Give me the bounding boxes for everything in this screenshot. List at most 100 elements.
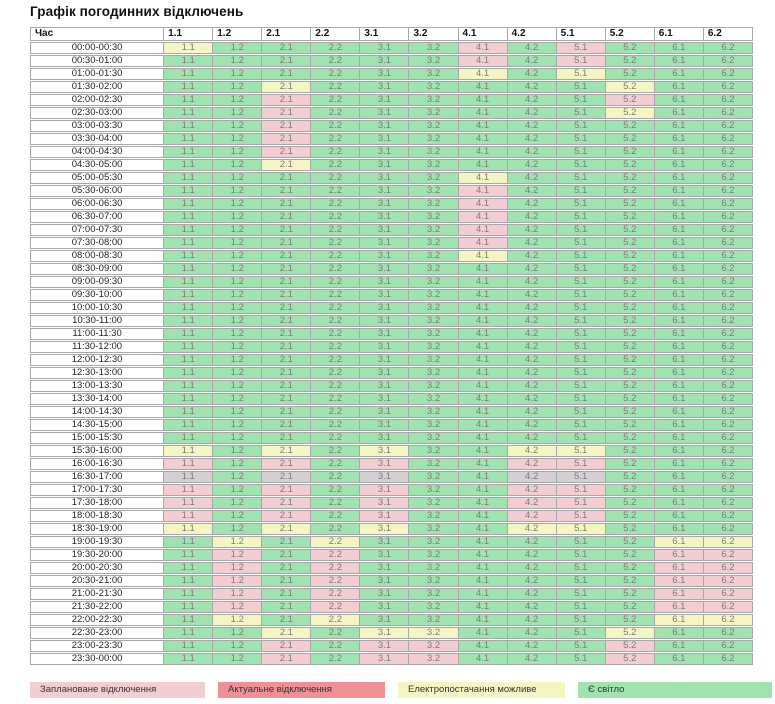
group-column-header: 6.1 bbox=[654, 27, 704, 41]
schedule-row: 19:30-20:00 1.1 1.2 2.1 2.2 3.1 3.2 4.1 4.2 5.1 5.… bbox=[30, 549, 753, 561]
schedule-cell: 6.1 bbox=[654, 406, 704, 418]
schedule-cell: 5.2 bbox=[605, 120, 655, 132]
schedule-cell: 1.2 bbox=[213, 627, 263, 639]
schedule-cell: 1.2 bbox=[213, 276, 263, 288]
schedule-cell: 4.2 bbox=[507, 562, 557, 574]
time-column-header: Час bbox=[30, 27, 165, 41]
schedule-cell: 4.1 bbox=[458, 380, 508, 392]
schedule-cell: 2.2 bbox=[311, 185, 361, 197]
schedule-cell: 3.1 bbox=[360, 575, 410, 587]
schedule-cell: 4.1 bbox=[458, 68, 508, 80]
schedule-cell: 1.2 bbox=[213, 42, 263, 54]
schedule-cell: 2.2 bbox=[311, 536, 361, 548]
schedule-cell: 6.2 bbox=[703, 354, 753, 366]
time-cell: 10:00-10:30 bbox=[30, 302, 165, 314]
schedule-cell: 5.1 bbox=[556, 536, 606, 548]
schedule-cell: 1.2 bbox=[213, 367, 263, 379]
schedule-cell: 2.1 bbox=[262, 497, 312, 509]
schedule-cell: 1.1 bbox=[164, 510, 214, 522]
schedule-cell: 2.2 bbox=[311, 276, 361, 288]
schedule-cell: 1.2 bbox=[213, 68, 263, 80]
schedule-cell: 2.2 bbox=[311, 237, 361, 249]
schedule-cell: 5.2 bbox=[605, 588, 655, 600]
schedule-row: 05:00-05:30 1.1 1.2 2.1 2.2 3.1 3.2 4.1 4.2 5.1 5.… bbox=[30, 172, 753, 184]
group-column-header: 4.1 bbox=[458, 27, 508, 41]
schedule-cell: 1.1 bbox=[164, 601, 214, 613]
schedule-cell: 3.2 bbox=[409, 562, 459, 574]
schedule-cell: 3.2 bbox=[409, 315, 459, 327]
schedule-cell: 1.1 bbox=[164, 42, 214, 54]
schedule-cell: 5.1 bbox=[556, 354, 606, 366]
schedule-cell: 1.1 bbox=[164, 497, 214, 509]
schedule-cell: 6.2 bbox=[703, 55, 753, 67]
schedule-cell: 5.2 bbox=[605, 263, 655, 275]
schedule-cell: 4.1 bbox=[458, 341, 508, 353]
schedule-cell: 6.2 bbox=[703, 536, 753, 548]
schedule-cell: 1.1 bbox=[164, 68, 214, 80]
schedule-cell: 5.1 bbox=[556, 120, 606, 132]
schedule-cell: 2.2 bbox=[311, 159, 361, 171]
schedule-cell: 5.2 bbox=[605, 406, 655, 418]
schedule-cell: 4.2 bbox=[507, 549, 557, 561]
time-cell: 22:30-23:00 bbox=[30, 627, 165, 639]
schedule-cell: 3.1 bbox=[360, 640, 410, 652]
schedule-cell: 3.2 bbox=[409, 107, 459, 119]
schedule-cell: 4.2 bbox=[507, 458, 557, 470]
schedule-cell: 6.1 bbox=[654, 471, 704, 483]
header-row: Час 1.1 1.2 2.1 2.2 3.1 3.2 4.1 4.2 5.1 5.2 6.1 6.2 bbox=[30, 27, 753, 41]
schedule-cell: 3.2 bbox=[409, 393, 459, 405]
schedule-cell: 1.2 bbox=[213, 614, 263, 626]
schedule-cell: 1.2 bbox=[213, 107, 263, 119]
schedule-cell: 5.2 bbox=[605, 627, 655, 639]
schedule-cell: 5.2 bbox=[605, 341, 655, 353]
schedule-cell: 3.2 bbox=[409, 445, 459, 457]
schedule-cell: 5.1 bbox=[556, 146, 606, 158]
schedule-cell: 2.2 bbox=[311, 68, 361, 80]
schedule-cell: 5.2 bbox=[605, 302, 655, 314]
schedule-cell: 5.2 bbox=[605, 159, 655, 171]
schedule-cell: 5.2 bbox=[605, 380, 655, 392]
schedule-cell: 5.1 bbox=[556, 276, 606, 288]
schedule-cell: 3.2 bbox=[409, 601, 459, 613]
schedule-cell: 5.2 bbox=[605, 289, 655, 301]
schedule-cell: 5.1 bbox=[556, 94, 606, 106]
schedule-cell: 4.2 bbox=[507, 120, 557, 132]
schedule-cell: 5.2 bbox=[605, 536, 655, 548]
schedule-row: 20:00-20:30 1.1 1.2 2.1 2.2 3.1 3.2 4.1 4.2 5.1 5.… bbox=[30, 562, 753, 574]
schedule-cell: 3.2 bbox=[409, 172, 459, 184]
schedule-cell: 2.1 bbox=[262, 471, 312, 483]
schedule-cell: 1.2 bbox=[213, 315, 263, 327]
schedule-cell: 4.1 bbox=[458, 549, 508, 561]
schedule-cell: 6.1 bbox=[654, 601, 704, 613]
schedule-cell: 4.2 bbox=[507, 315, 557, 327]
schedule-cell: 6.2 bbox=[703, 107, 753, 119]
schedule-cell: 2.1 bbox=[262, 640, 312, 652]
group-column-header: 2.1 bbox=[262, 27, 312, 41]
time-cell: 12:00-12:30 bbox=[30, 354, 165, 366]
schedule-cell: 5.1 bbox=[556, 263, 606, 275]
schedule-row: 01:30-02:00 1.1 1.2 2.1 2.2 3.1 3.2 4.1 4.2 5.1 5.… bbox=[30, 81, 753, 93]
group-column-header: 1.2 bbox=[213, 27, 263, 41]
schedule-cell: 1.2 bbox=[213, 549, 263, 561]
schedule-cell: 6.2 bbox=[703, 133, 753, 145]
schedule-cell: 5.2 bbox=[605, 198, 655, 210]
time-cell: 02:30-03:00 bbox=[30, 107, 165, 119]
schedule-cell: 3.1 bbox=[360, 393, 410, 405]
time-cell: 21:30-22:00 bbox=[30, 601, 165, 613]
time-cell: 10:30-11:00 bbox=[30, 315, 165, 327]
schedule-cell: 4.1 bbox=[458, 653, 508, 665]
schedule-cell: 3.2 bbox=[409, 627, 459, 639]
schedule-cell: 2.1 bbox=[262, 185, 312, 197]
schedule-cell: 4.1 bbox=[458, 432, 508, 444]
schedule-cell: 4.2 bbox=[507, 94, 557, 106]
schedule-cell: 5.1 bbox=[556, 237, 606, 249]
schedule-cell: 3.1 bbox=[360, 289, 410, 301]
schedule-cell: 6.2 bbox=[703, 445, 753, 457]
schedule-cell: 1.2 bbox=[213, 588, 263, 600]
schedule-cell: 6.1 bbox=[654, 289, 704, 301]
schedule-cell: 2.2 bbox=[311, 42, 361, 54]
schedule-cell: 2.2 bbox=[311, 120, 361, 132]
schedule-cell: 4.1 bbox=[458, 94, 508, 106]
schedule-cell: 4.1 bbox=[458, 120, 508, 132]
schedule-cell: 2.1 bbox=[262, 263, 312, 275]
